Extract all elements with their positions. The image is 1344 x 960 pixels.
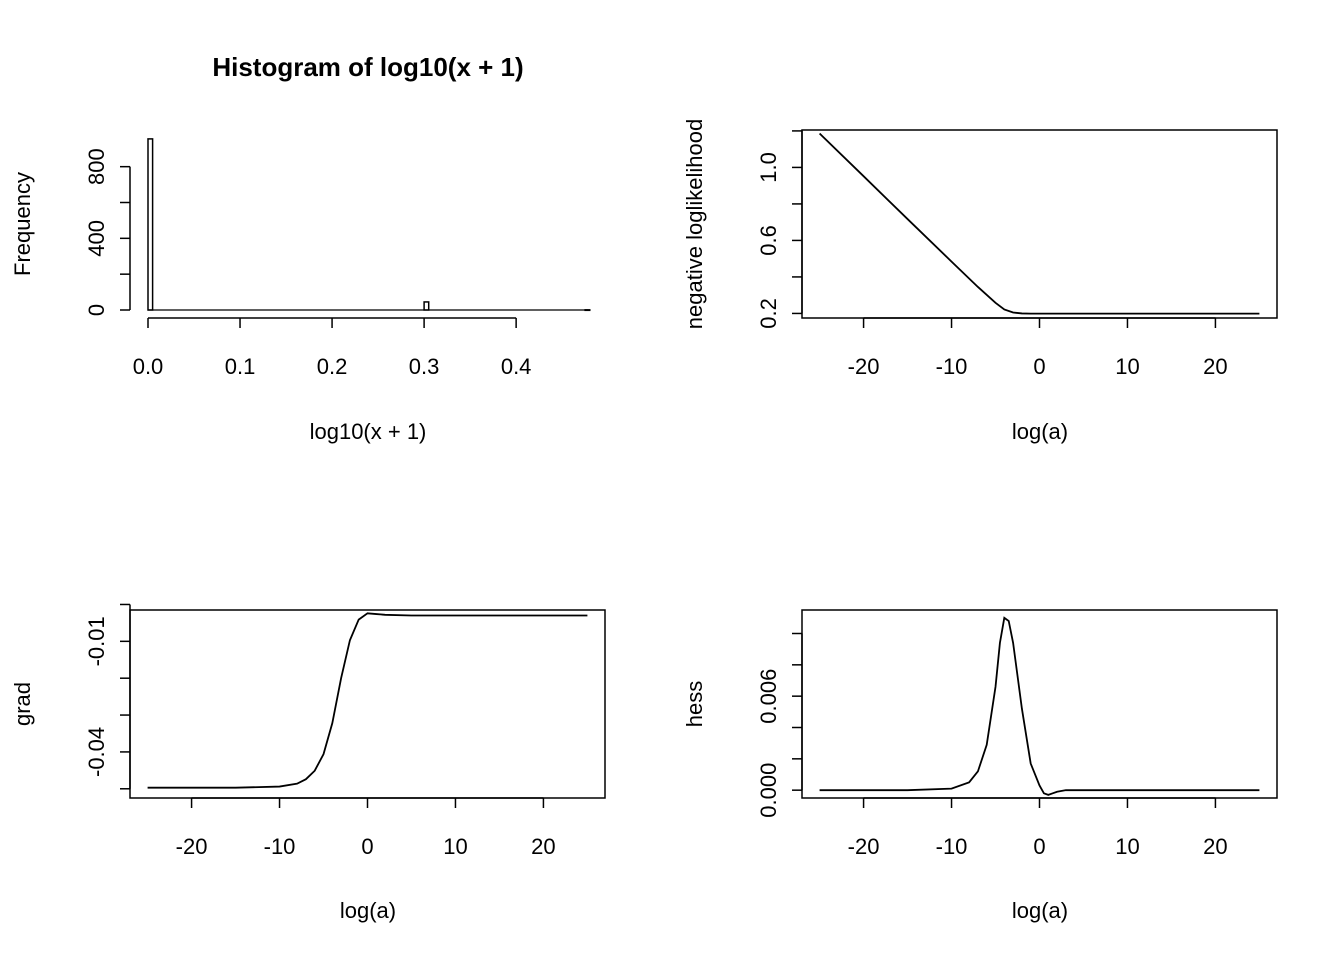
x-tick-label: -20 (848, 354, 880, 379)
histogram-bar (147, 138, 154, 311)
x-tick-label: 0 (361, 834, 373, 859)
y-tick-label: -0.04 (84, 727, 109, 777)
x-axis: -20 -10 0 10 20 (848, 317, 1228, 379)
x-tick-label: -20 (848, 834, 880, 859)
y-tick-label: 0.000 (756, 763, 781, 818)
series-line (147, 612, 588, 789)
y-tick-label: 0 (84, 304, 109, 316)
series-line (818, 132, 1260, 315)
y-tick-label: -0.01 (84, 616, 109, 666)
x-axis: -20 -10 0 10 20 (176, 797, 556, 859)
y-tick-label: 1.0 (756, 152, 781, 183)
histogram-x-axis-label: log10(x + 1) (310, 419, 427, 444)
x-tick-label: 10 (443, 834, 467, 859)
x-tick-label: -10 (936, 354, 968, 379)
x-tick-label: 0.2 (317, 354, 348, 379)
histogram-bar (584, 309, 591, 312)
series-line (819, 616, 1260, 796)
histogram-title: Histogram of log10(x + 1) (212, 52, 523, 82)
nll-y-axis-label: negative loglikelihood (682, 119, 707, 329)
y-tick-label: 0.2 (756, 298, 781, 329)
y-tick-label: 400 (84, 220, 109, 257)
x-tick-label: 0 (1033, 354, 1045, 379)
x-tick-label: -20 (176, 834, 208, 859)
x-tick-label: 0.4 (501, 354, 532, 379)
panel-grad: log(a) grad -20 -10 0 10 20 -0.04 -0.01 (10, 603, 606, 923)
x-tick-label: -10 (264, 834, 296, 859)
x-tick-label: 20 (1203, 354, 1227, 379)
x-tick-label: 10 (1115, 834, 1139, 859)
y-tick-label: 0.006 (756, 669, 781, 724)
x-tick-label: 0.0 (133, 354, 164, 379)
plot-frame (129, 609, 606, 799)
histogram-bars (147, 138, 591, 312)
panel-negative-loglikelihood: log(a) negative loglikelihood -20 -10 0 10 2… (682, 119, 1278, 444)
x-tick-label: 20 (531, 834, 555, 859)
histogram-y-axis-label: Frequency (10, 172, 35, 276)
y-axis: -0.04 -0.01 (84, 603, 131, 790)
histogram-bar (423, 301, 430, 311)
x-axis: -20 -10 0 10 20 (848, 797, 1228, 859)
grad-y-axis-label: grad (10, 682, 35, 726)
hess-y-axis-label: hess (682, 681, 707, 727)
y-axis: 0 400 800 (84, 148, 131, 316)
grad-x-axis-label: log(a) (340, 898, 396, 923)
plot-frame (801, 129, 1278, 319)
panel-histogram: Histogram of log10(x + 1) log10(x + 1) F… (10, 52, 591, 444)
nll-x-axis-label: log(a) (1012, 419, 1068, 444)
y-tick-label: 800 (84, 148, 109, 185)
plot-frame (801, 609, 1278, 799)
x-tick-label: 0.3 (409, 354, 440, 379)
x-tick-label: 0.1 (225, 354, 256, 379)
x-tick-label: 0 (1033, 834, 1045, 859)
x-tick-label: -10 (936, 834, 968, 859)
x-axis: 0.0 0.1 0.2 0.3 0.4 (133, 317, 532, 379)
x-tick-label: 20 (1203, 834, 1227, 859)
hess-x-axis-label: log(a) (1012, 898, 1068, 923)
panel-hess: log(a) hess -20 -10 0 10 20 0.000 0.006 (682, 609, 1278, 923)
y-tick-label: 0.6 (756, 225, 781, 256)
x-tick-label: 10 (1115, 354, 1139, 379)
y-axis: 0.2 0.6 1.0 (756, 130, 803, 329)
y-axis: 0.000 0.006 (756, 632, 803, 818)
